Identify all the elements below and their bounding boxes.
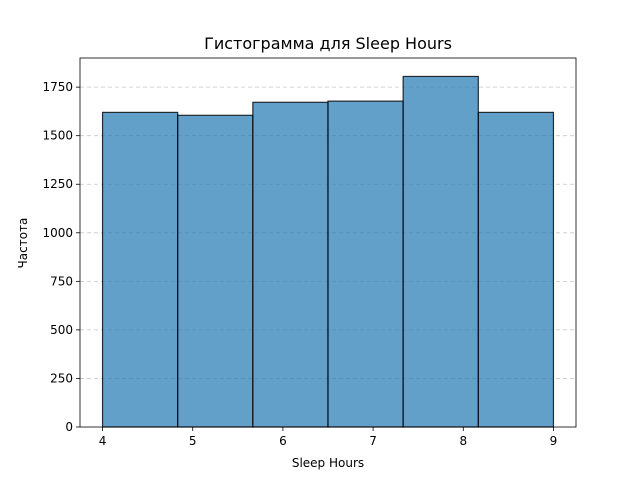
y-ticks: 0 250 500 750 1000 1250 1500 1750	[42, 80, 80, 434]
y-tick-label-6: 1500	[42, 129, 73, 143]
x-tick-label-2: 6	[279, 434, 287, 448]
x-tick-label-4: 8	[459, 434, 467, 448]
x-tick-label-0: 4	[99, 434, 107, 448]
y-tick-label-5: 1250	[42, 177, 73, 191]
x-tick-label-5: 9	[550, 434, 558, 448]
histogram-bar-0	[101, 111, 179, 428]
y-tick-label-4: 1000	[42, 226, 73, 240]
y-tick-label-2: 500	[50, 323, 73, 337]
histogram-bar-4	[402, 75, 479, 428]
histogram-bar-3	[327, 100, 404, 428]
y-tick-label-7: 1750	[42, 80, 73, 94]
chart-title: Гистограмма для Sleep Hours	[204, 34, 452, 53]
y-tick-label-3: 750	[50, 274, 73, 288]
y-tick-label-0: 0	[65, 420, 73, 434]
y-axis-label: Частота	[16, 218, 30, 269]
histogram-bar-5	[477, 111, 555, 428]
x-ticks: 4 5 6 7 8 9	[99, 427, 558, 448]
x-tick-label-3: 7	[369, 434, 377, 448]
x-axis-label: Sleep Hours	[292, 456, 364, 470]
histogram-bar-2	[252, 101, 329, 428]
y-tick-label-1: 250	[50, 371, 73, 385]
histogram-bar-1	[177, 114, 254, 428]
x-tick-label-1: 5	[189, 434, 197, 448]
bar-layer	[101, 75, 555, 428]
axes-frame	[79, 57, 577, 428]
